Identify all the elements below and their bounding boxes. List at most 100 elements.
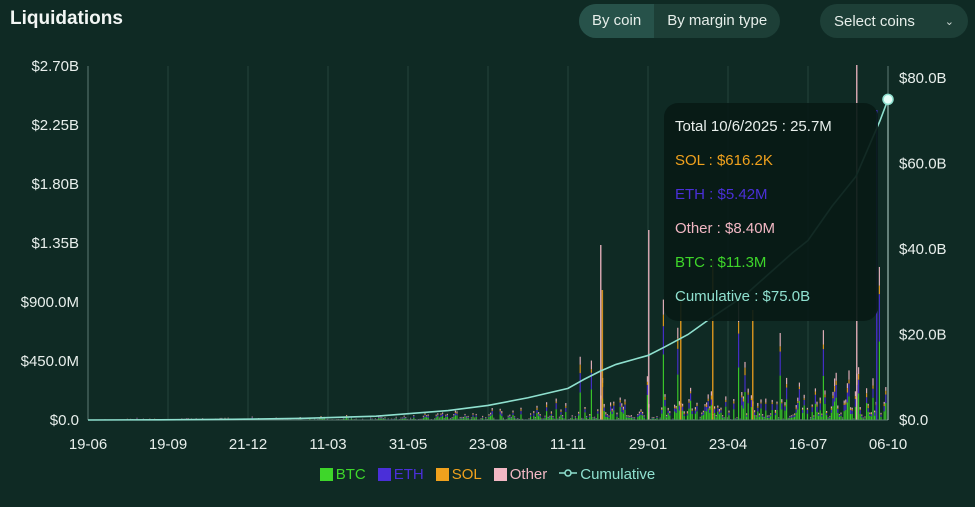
bar-segment	[555, 409, 557, 420]
bar-segment	[603, 406, 605, 408]
bar-segment	[811, 406, 813, 408]
bar-segment	[467, 417, 469, 420]
bar-segment	[517, 418, 519, 420]
bar-segment	[669, 413, 671, 416]
bar-segment	[795, 405, 797, 408]
bar-segment	[869, 415, 871, 420]
bar-segment	[760, 403, 762, 409]
bar-segment	[662, 299, 664, 315]
bar-segment	[741, 405, 743, 420]
y-right-tick-label: $80.0B	[899, 70, 947, 87]
bar-segment	[482, 417, 484, 419]
bar-segment	[613, 405, 615, 411]
bar-segment	[803, 399, 805, 406]
bar-segment	[746, 416, 748, 420]
bar-segment	[835, 372, 837, 381]
bar-segment	[608, 417, 610, 420]
bar-segment	[456, 411, 458, 413]
bar-segment	[762, 415, 764, 417]
bar-segment	[781, 399, 783, 403]
legend-label: BTC	[335, 466, 366, 483]
bar-segment	[770, 416, 772, 420]
bar-segment	[797, 402, 799, 410]
bar-segment	[424, 414, 426, 417]
bar-segment	[766, 417, 768, 420]
bar-segment	[616, 413, 618, 415]
tab-by-coin[interactable]: By coin	[579, 4, 655, 38]
bar-segment	[589, 415, 591, 418]
select-coins-label: Select coins	[834, 12, 915, 30]
bar-segment	[870, 412, 872, 414]
legend-item-eth[interactable]: ETH	[377, 466, 424, 483]
bar-segment	[803, 398, 805, 400]
bar-segment	[562, 417, 564, 420]
bar-segment	[536, 407, 538, 410]
bar-segment	[794, 415, 796, 417]
bar-segment	[493, 418, 495, 420]
legend-item-sol[interactable]: SOL	[435, 466, 482, 483]
bar-segment	[848, 379, 850, 384]
bar-segment	[845, 409, 847, 420]
bar-segment	[837, 408, 839, 409]
select-coins-dropdown[interactable]: Select coins ⌄	[820, 4, 968, 38]
bar-segment	[488, 416, 490, 420]
bar-spike	[648, 230, 650, 420]
page-title: Liquidations	[10, 8, 123, 29]
bar-segment	[611, 408, 613, 411]
legend-item-cumulative[interactable]: Cumulative	[559, 466, 655, 483]
bar-segment	[819, 410, 821, 420]
bar-segment	[536, 405, 538, 408]
bar-segment	[784, 410, 786, 420]
y-left-tick-label: $900.0M	[21, 294, 79, 311]
bar-segment	[491, 409, 493, 411]
bar-segment	[758, 413, 760, 415]
bar-segment	[350, 418, 352, 420]
bar-segment	[750, 395, 752, 399]
bar-segment	[819, 397, 821, 401]
bar-segment	[533, 412, 535, 414]
bar-segment	[565, 407, 567, 412]
bar-segment	[694, 410, 696, 414]
bar-segment	[501, 415, 503, 420]
y-left-tick-label: $2.25B	[31, 117, 79, 134]
bar-segment	[741, 397, 743, 406]
tab-by-margin-type[interactable]: By margin type	[667, 12, 768, 29]
bar-segment	[675, 405, 677, 408]
line-marker-icon	[559, 466, 578, 483]
bar-segment	[677, 327, 679, 339]
bar-segment	[472, 414, 474, 417]
bar-segment	[776, 409, 778, 420]
bar-segment	[606, 414, 608, 415]
bar-segment	[675, 407, 677, 409]
bar-segment	[589, 417, 591, 420]
bar-segment	[838, 415, 840, 417]
bar-segment	[675, 412, 677, 420]
bar-segment	[646, 376, 648, 382]
bar-segment	[571, 415, 573, 416]
bar-segment	[579, 364, 581, 374]
bar-segment	[848, 383, 850, 397]
bar-segment	[704, 405, 706, 407]
bar-segment	[507, 415, 509, 417]
bar-segment	[715, 416, 717, 418]
bar-segment	[774, 409, 776, 412]
x-tick-label: 16-07	[789, 436, 827, 453]
bar-segment	[565, 411, 567, 420]
bar-segment	[843, 405, 845, 412]
bar-segment	[459, 417, 461, 419]
bar-segment	[659, 418, 661, 420]
y-left-tick-label: $2.70B	[31, 58, 79, 75]
bar-segment	[440, 413, 442, 415]
bar-segment	[696, 411, 698, 420]
bar-segment	[779, 351, 781, 376]
bar-segment	[781, 403, 783, 410]
legend-item-btc[interactable]: BTC	[319, 466, 366, 483]
legend-item-other[interactable]: Other	[493, 466, 547, 483]
tooltip-line: ETH : $5.42M	[675, 186, 768, 203]
bar-segment	[859, 410, 861, 414]
bar-segment	[811, 404, 813, 407]
bar-segment	[467, 415, 469, 417]
bar-segment	[666, 417, 668, 420]
bar-segment	[403, 418, 405, 420]
